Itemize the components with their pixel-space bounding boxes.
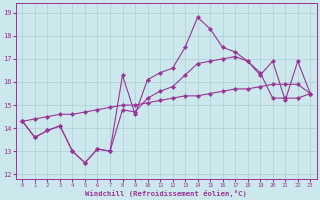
X-axis label: Windchill (Refroidissement éolien,°C): Windchill (Refroidissement éolien,°C) [85,190,247,197]
